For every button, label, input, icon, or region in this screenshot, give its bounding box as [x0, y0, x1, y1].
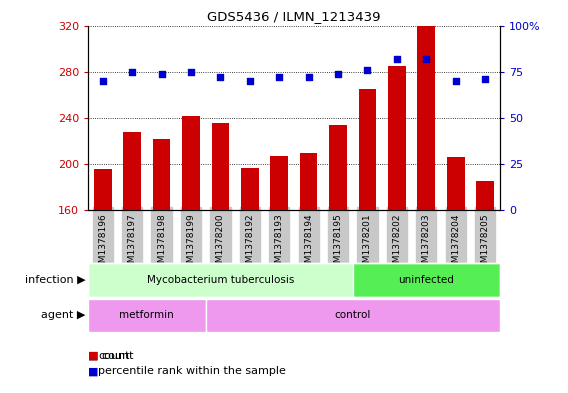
Point [98, 78, 107, 84]
Bar [417, 26, 435, 210]
Point [245, 78, 254, 84]
Bar [153, 139, 170, 210]
Bar [358, 89, 376, 210]
Point [363, 67, 372, 73]
Bar [270, 156, 288, 210]
Bar [123, 132, 141, 210]
Bar [88, 263, 353, 297]
Bar [88, 299, 206, 332]
Bar [94, 169, 111, 210]
Point [481, 76, 490, 82]
Point [157, 70, 166, 77]
Bar [241, 167, 258, 210]
Text: agent ▶: agent ▶ [41, 310, 85, 320]
Text: count: count [98, 351, 130, 361]
Text: infection ▶: infection ▶ [24, 275, 85, 285]
Point [392, 56, 402, 62]
Text: percentile rank within the sample: percentile rank within the sample [98, 366, 286, 376]
Point [216, 74, 225, 81]
Bar [206, 299, 500, 332]
Point [275, 74, 284, 81]
Bar [477, 182, 494, 210]
Text: ■ count: ■ count [88, 351, 133, 361]
Bar [329, 125, 347, 210]
Text: uninfected: uninfected [398, 275, 454, 285]
Point [128, 68, 137, 75]
Point [422, 56, 431, 62]
Bar [300, 152, 318, 210]
Text: ■: ■ [88, 351, 98, 361]
Bar [388, 66, 406, 210]
Bar [353, 263, 500, 297]
Point [451, 78, 460, 84]
Title: GDS5436 / ILMN_1213439: GDS5436 / ILMN_1213439 [207, 10, 381, 23]
Text: Mycobacterium tuberculosis: Mycobacterium tuberculosis [147, 275, 294, 285]
Point [304, 74, 313, 81]
Point [333, 70, 343, 77]
Bar [447, 157, 465, 210]
Text: ■: ■ [88, 366, 98, 376]
Bar [182, 116, 200, 210]
Point [186, 68, 195, 75]
Text: control: control [335, 310, 371, 320]
Bar [212, 123, 229, 210]
Text: metformin: metformin [119, 310, 174, 320]
